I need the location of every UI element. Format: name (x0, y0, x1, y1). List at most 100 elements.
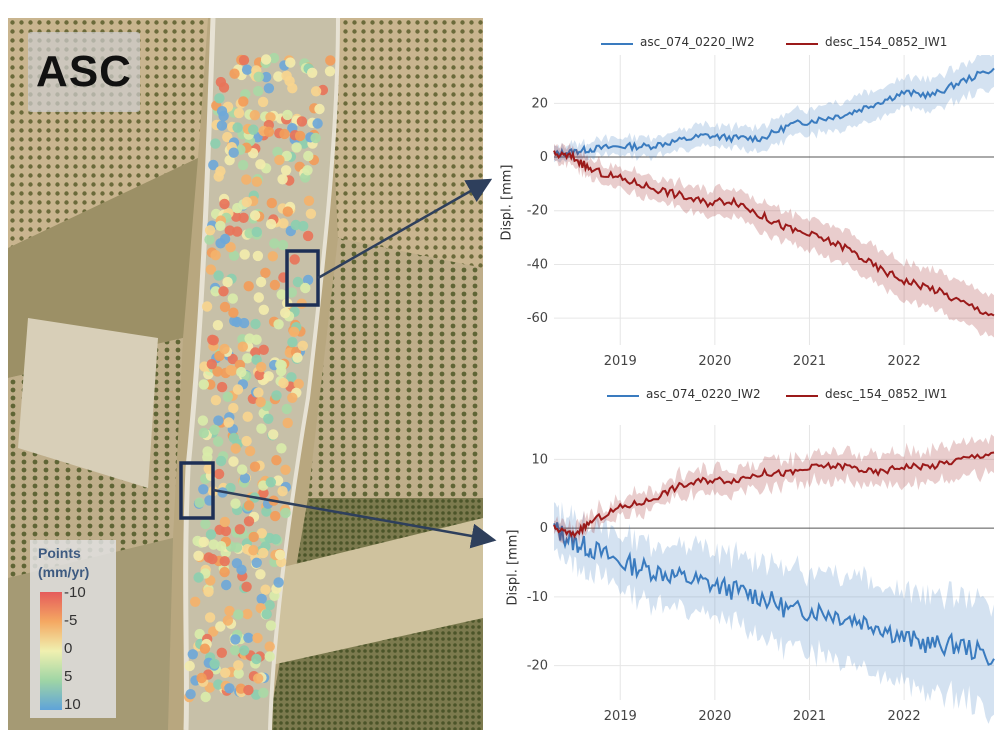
ps-point[interactable] (222, 276, 233, 288)
ps-point[interactable] (216, 381, 228, 393)
ps-point[interactable] (218, 286, 229, 297)
ps-point[interactable] (255, 159, 266, 170)
ps-point[interactable] (197, 415, 209, 426)
ps-point[interactable] (230, 498, 241, 509)
ps-point[interactable] (294, 130, 306, 142)
ps-point[interactable] (263, 126, 275, 137)
ps-point[interactable] (258, 687, 269, 698)
ps-point[interactable] (203, 586, 214, 597)
ps-point[interactable] (232, 202, 243, 214)
ps-point[interactable] (233, 609, 244, 620)
ps-point[interactable] (238, 212, 249, 223)
ps-point[interactable] (198, 484, 209, 495)
satellite-map[interactable] (8, 18, 483, 730)
ps-point[interactable] (273, 577, 284, 588)
ps-point[interactable] (238, 96, 249, 107)
ps-point[interactable] (263, 83, 275, 94)
ps-point[interactable] (284, 75, 295, 87)
ps-point[interactable] (286, 287, 297, 298)
ps-point[interactable] (273, 319, 284, 330)
ps-point[interactable] (267, 251, 278, 262)
series-line-desc_154_0852_IW1[interactable] (553, 150, 995, 317)
ps-point[interactable] (224, 605, 235, 617)
ps-point[interactable] (216, 647, 227, 658)
ps-point[interactable] (204, 495, 215, 506)
ps-point[interactable] (198, 379, 209, 390)
ps-point[interactable] (265, 477, 276, 488)
ps-point[interactable] (184, 660, 195, 672)
ps-point[interactable] (219, 556, 230, 567)
ps-point[interactable] (207, 334, 218, 345)
ps-point[interactable] (253, 85, 264, 97)
ps-point[interactable] (204, 234, 215, 245)
ps-point[interactable] (278, 272, 289, 283)
ps-point[interactable] (251, 354, 262, 365)
ps-point[interactable] (277, 486, 288, 497)
ps-point[interactable] (263, 371, 274, 382)
ps-point[interactable] (325, 55, 336, 66)
ps-point[interactable] (258, 547, 269, 559)
ps-point[interactable] (250, 318, 261, 330)
ps-point[interactable] (213, 171, 224, 182)
ps-point[interactable] (271, 455, 282, 466)
ps-point[interactable] (187, 649, 198, 660)
ps-point[interactable] (248, 531, 259, 543)
ps-point[interactable] (296, 298, 307, 309)
ps-point[interactable] (206, 359, 217, 370)
ps-point[interactable] (212, 320, 224, 331)
ps-point[interactable] (194, 628, 205, 640)
ps-point[interactable] (242, 411, 253, 422)
ps-point[interactable] (203, 463, 214, 474)
ps-point[interactable] (310, 86, 322, 97)
ps-point[interactable] (289, 254, 300, 265)
ps-point[interactable] (202, 446, 213, 457)
ps-point[interactable] (220, 525, 232, 537)
legend-label-desc[interactable]: desc_154_0852_IW1 (825, 35, 948, 49)
ps-point[interactable] (256, 361, 267, 373)
ps-point[interactable] (288, 326, 300, 337)
ps-point[interactable] (208, 159, 219, 171)
ps-point[interactable] (265, 620, 277, 631)
ps-point[interactable] (285, 57, 296, 68)
ps-point[interactable] (255, 569, 266, 580)
ps-point[interactable] (303, 150, 314, 162)
ps-point[interactable] (268, 429, 279, 440)
ps-point[interactable] (253, 292, 264, 303)
ps-point[interactable] (222, 391, 233, 402)
ps-point[interactable] (230, 634, 241, 645)
ps-point[interactable] (265, 112, 276, 123)
ps-point[interactable] (199, 643, 211, 654)
ps-point[interactable] (248, 124, 259, 135)
ps-point[interactable] (205, 264, 217, 275)
ps-point[interactable] (242, 608, 253, 620)
ps-point[interactable] (275, 359, 286, 370)
ps-point[interactable] (233, 107, 245, 119)
ps-point[interactable] (233, 668, 244, 679)
ps-point[interactable] (210, 286, 221, 297)
ps-point[interactable] (249, 110, 260, 121)
ps-point[interactable] (222, 615, 234, 626)
ps-point[interactable] (249, 461, 261, 472)
ps-point[interactable] (291, 142, 302, 153)
ps-point[interactable] (213, 415, 224, 426)
ps-point[interactable] (281, 403, 292, 415)
ps-point[interactable] (232, 384, 244, 395)
ps-point[interactable] (193, 572, 204, 583)
ps-point[interactable] (302, 165, 313, 176)
ps-point[interactable] (272, 146, 283, 158)
ps-point[interactable] (265, 218, 277, 230)
ps-point[interactable] (253, 673, 264, 684)
ps-point[interactable] (292, 352, 303, 363)
ps-point[interactable] (253, 387, 264, 398)
ps-point[interactable] (229, 68, 240, 79)
ps-point[interactable] (215, 541, 227, 552)
ps-point[interactable] (228, 250, 240, 261)
ps-point[interactable] (268, 52, 280, 64)
ps-point[interactable] (257, 96, 269, 108)
ps-point[interactable] (243, 500, 255, 511)
ps-point[interactable] (228, 307, 239, 318)
ps-point[interactable] (282, 298, 293, 309)
ps-point[interactable] (221, 579, 232, 591)
ps-point[interactable] (251, 557, 262, 568)
ps-point[interactable] (185, 689, 196, 700)
